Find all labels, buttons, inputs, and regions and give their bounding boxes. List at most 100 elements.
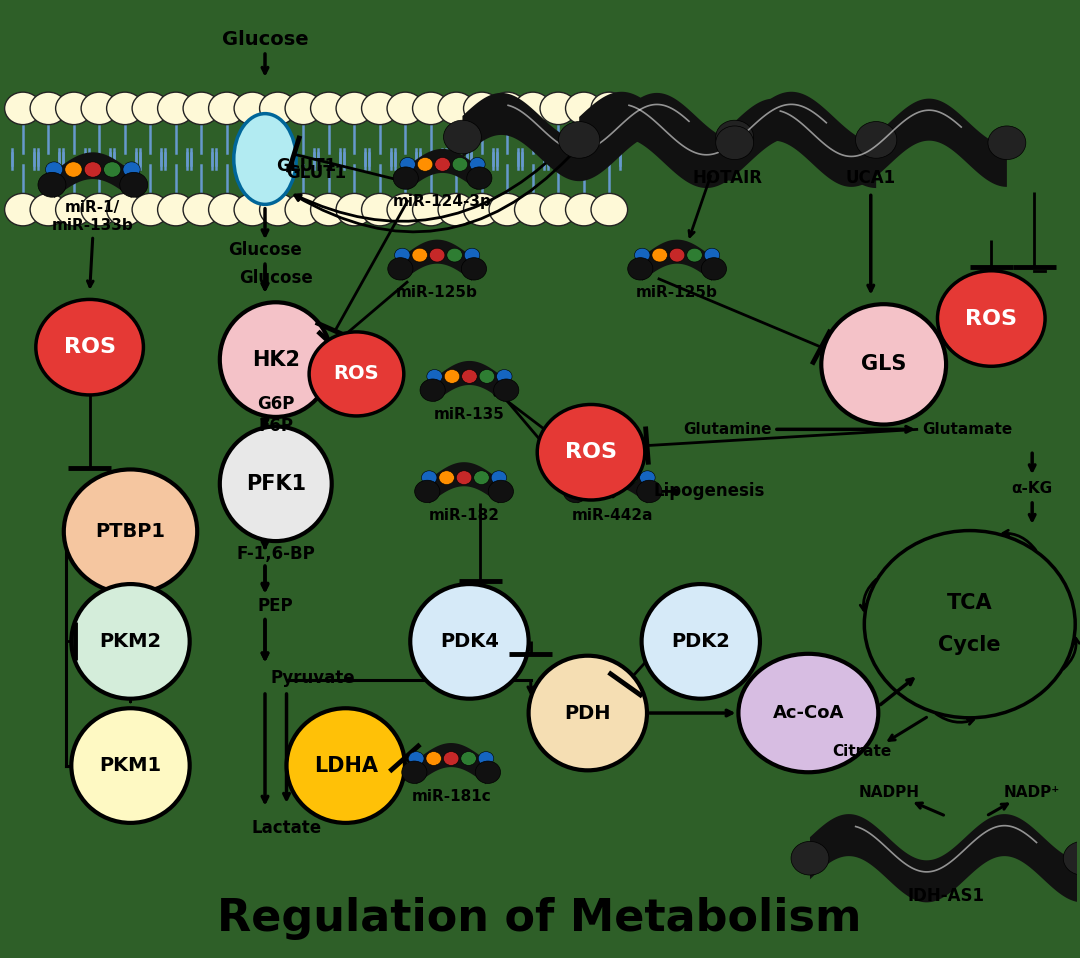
Circle shape	[687, 248, 702, 262]
Circle shape	[427, 370, 443, 383]
Circle shape	[639, 470, 656, 485]
Polygon shape	[462, 93, 734, 181]
Circle shape	[558, 122, 599, 158]
Circle shape	[362, 92, 399, 125]
Circle shape	[132, 92, 168, 125]
Text: IDH-AS1: IDH-AS1	[907, 887, 985, 905]
Circle shape	[158, 92, 194, 125]
Text: GLS: GLS	[861, 354, 906, 375]
Circle shape	[123, 162, 140, 177]
Polygon shape	[643, 240, 712, 281]
Circle shape	[84, 162, 102, 177]
Circle shape	[605, 470, 620, 485]
Text: F-1,6-BP: F-1,6-BP	[237, 544, 315, 562]
Circle shape	[430, 248, 445, 262]
Circle shape	[362, 194, 399, 226]
Circle shape	[81, 194, 118, 226]
Circle shape	[652, 248, 667, 262]
Polygon shape	[734, 99, 1007, 187]
Ellipse shape	[739, 653, 878, 772]
Text: LDHA: LDHA	[313, 756, 378, 776]
Text: ROS: ROS	[966, 308, 1017, 329]
Circle shape	[716, 120, 754, 154]
Circle shape	[420, 379, 445, 401]
Text: G6P: G6P	[257, 396, 295, 414]
Text: Glucose: Glucose	[239, 269, 312, 287]
Ellipse shape	[821, 305, 946, 424]
Text: Ac-CoA: Ac-CoA	[772, 704, 845, 722]
Circle shape	[336, 194, 373, 226]
Text: NADPH: NADPH	[859, 785, 919, 800]
Circle shape	[234, 92, 271, 125]
Text: NADP⁺: NADP⁺	[1004, 785, 1061, 800]
Circle shape	[426, 752, 442, 765]
Circle shape	[259, 92, 296, 125]
Text: Citrate: Citrate	[833, 743, 892, 759]
Circle shape	[208, 194, 245, 226]
Ellipse shape	[71, 708, 190, 823]
Circle shape	[447, 248, 462, 262]
Circle shape	[438, 194, 474, 226]
Polygon shape	[578, 462, 647, 504]
Circle shape	[627, 258, 653, 280]
Text: miR-135: miR-135	[434, 406, 504, 422]
Circle shape	[444, 370, 460, 383]
Circle shape	[413, 194, 449, 226]
Circle shape	[435, 157, 450, 171]
Circle shape	[855, 122, 896, 158]
Text: PEP: PEP	[258, 597, 294, 615]
Circle shape	[489, 194, 526, 226]
Text: PFK1: PFK1	[245, 474, 306, 493]
Circle shape	[494, 379, 518, 401]
Text: Glutamate: Glutamate	[922, 422, 1013, 437]
Text: Glucose: Glucose	[221, 30, 308, 49]
Circle shape	[408, 752, 424, 765]
Circle shape	[184, 194, 219, 226]
Circle shape	[234, 194, 271, 226]
Text: Lactate: Lactate	[252, 819, 322, 836]
Circle shape	[461, 370, 477, 383]
Polygon shape	[54, 152, 132, 198]
Text: miR-125b: miR-125b	[636, 285, 718, 300]
Circle shape	[311, 92, 347, 125]
Text: F6P: F6P	[258, 417, 294, 435]
Circle shape	[563, 480, 589, 503]
Circle shape	[537, 404, 645, 500]
Polygon shape	[407, 148, 477, 190]
Circle shape	[336, 92, 373, 125]
Circle shape	[36, 300, 144, 395]
Circle shape	[55, 92, 92, 125]
Text: miR-182: miR-182	[429, 508, 500, 523]
Circle shape	[65, 162, 82, 177]
Circle shape	[937, 271, 1045, 366]
Circle shape	[438, 470, 455, 485]
Circle shape	[463, 92, 500, 125]
Circle shape	[716, 125, 754, 160]
Circle shape	[309, 331, 404, 416]
Text: miR-124-3p: miR-124-3p	[393, 194, 492, 210]
Ellipse shape	[220, 303, 332, 417]
Polygon shape	[579, 92, 876, 188]
Circle shape	[387, 92, 423, 125]
Circle shape	[4, 92, 41, 125]
Circle shape	[457, 470, 472, 485]
Text: α-KG: α-KG	[1012, 481, 1053, 496]
Circle shape	[704, 248, 719, 262]
Text: miR-1/: miR-1/	[65, 200, 121, 216]
Circle shape	[591, 194, 627, 226]
Ellipse shape	[286, 708, 405, 823]
Text: GLUT1: GLUT1	[286, 165, 347, 182]
Text: HOTAIR: HOTAIR	[692, 170, 762, 187]
Text: miR-133b: miR-133b	[52, 218, 134, 234]
Text: TCA: TCA	[947, 593, 993, 613]
Circle shape	[566, 92, 603, 125]
Ellipse shape	[71, 584, 190, 698]
Ellipse shape	[528, 655, 647, 770]
Circle shape	[1064, 841, 1080, 875]
Circle shape	[107, 92, 144, 125]
Circle shape	[285, 92, 322, 125]
Circle shape	[670, 248, 685, 262]
Text: miR-125b: miR-125b	[396, 285, 478, 300]
Circle shape	[30, 194, 67, 226]
Circle shape	[588, 470, 603, 485]
